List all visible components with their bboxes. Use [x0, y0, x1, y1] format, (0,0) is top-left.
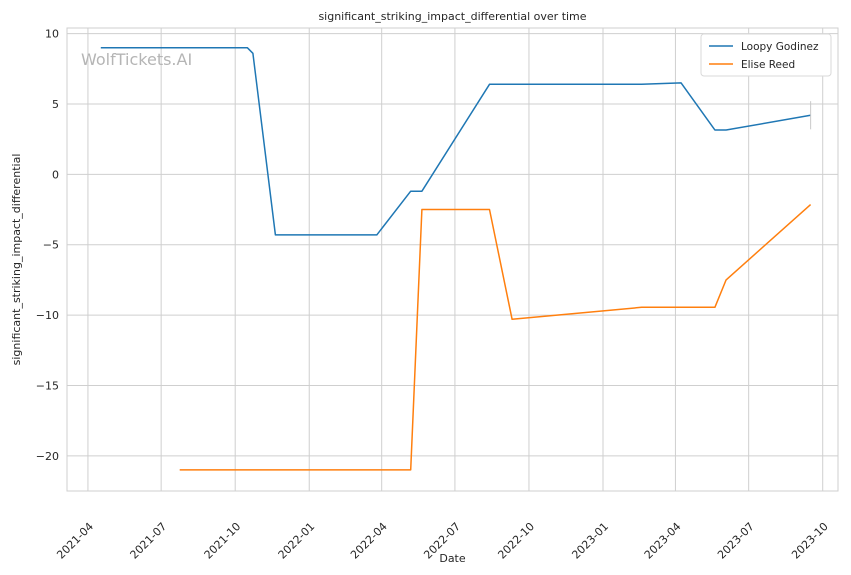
chart-title: significant_striking_impact_differential…: [318, 10, 586, 23]
plot-frame: [66, 27, 839, 492]
x-tick-label: 2022-01: [276, 520, 318, 562]
legend: Loopy Godinez Elise Reed: [700, 33, 832, 77]
watermark: WolfTickets.AI: [81, 50, 192, 69]
y-axis-ticks: 10 5 0 −5 −10 −15 −20: [36, 28, 59, 463]
series-line-1: [100, 46, 811, 236]
gridlines: [67, 28, 838, 491]
series-layer: [100, 46, 812, 471]
y-tick-label: 0: [52, 168, 59, 181]
x-tick-label: 2023-07: [715, 520, 757, 562]
series-line-2: [179, 204, 812, 471]
y-tick-label: 5: [52, 98, 59, 111]
y-tick-label: −20: [36, 450, 59, 463]
x-tick-label: 2021-07: [128, 520, 170, 562]
x-tick-label: 2022-04: [348, 520, 390, 562]
y-tick-label: −5: [43, 239, 59, 252]
legend-frame: [700, 33, 832, 77]
x-axis-label: Date: [439, 552, 466, 565]
x-tick-label: 2023-04: [642, 520, 684, 562]
legend-entry-2: Elise Reed: [741, 59, 795, 71]
legend-entry-1: Loopy Godinez: [741, 41, 819, 53]
x-tick-label: 2022-10: [495, 520, 537, 562]
y-tick-label: 10: [45, 28, 59, 41]
y-tick-label: −15: [36, 379, 59, 392]
x-tick-label: 2023-10: [789, 520, 831, 562]
y-tick-label: −10: [36, 309, 59, 322]
x-tick-label: 2021-04: [54, 520, 96, 562]
x-tick-label: 2021-10: [202, 520, 244, 562]
y-axis-label: significant_striking_impact_differential: [10, 154, 23, 366]
x-tick-label: 2023-01: [569, 520, 611, 562]
